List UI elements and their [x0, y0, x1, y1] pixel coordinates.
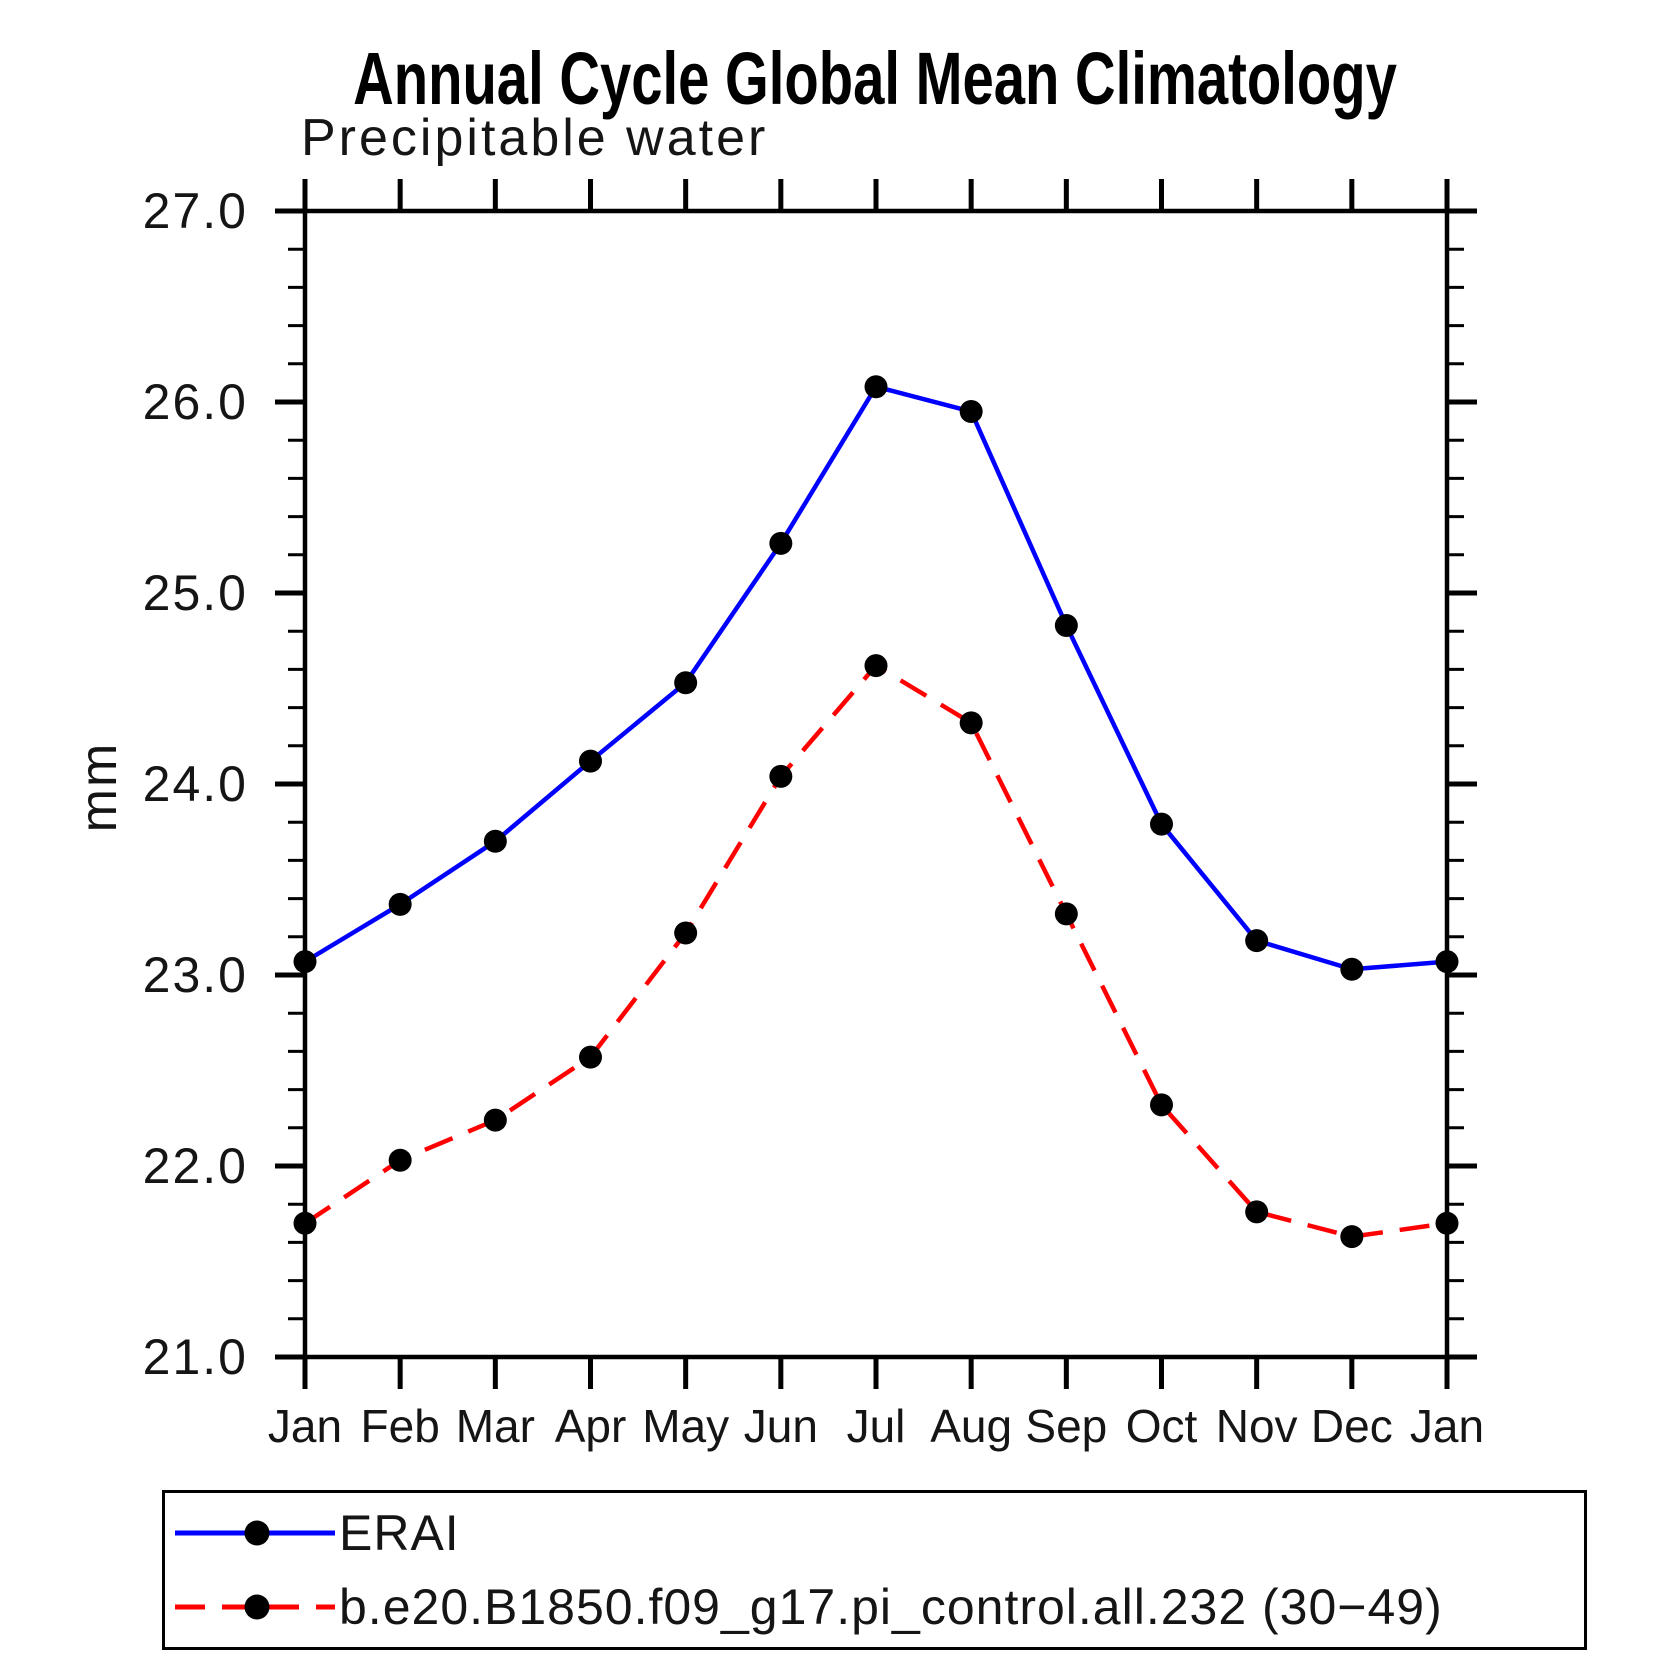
x-tick-label: Jan — [1410, 1400, 1484, 1452]
y-tick-label: 24.0 — [143, 756, 248, 812]
legend-line-sample-model — [175, 1594, 335, 1620]
x-tick-label: Aug — [930, 1400, 1012, 1452]
data-point-series0-Nov — [1245, 929, 1269, 953]
data-point-series1-Apr — [579, 1045, 602, 1069]
y-tick-label: 25.0 — [143, 565, 248, 621]
legend-label-erai: ERAI — [339, 1505, 460, 1561]
legend-entry-erai: ERAI — [165, 1499, 1584, 1567]
x-tick-label: Jan — [268, 1400, 342, 1452]
y-tick-label: 27.0 — [143, 183, 248, 239]
data-point-series1-Jan — [293, 1211, 317, 1235]
data-point-series0-Oct — [1150, 812, 1173, 836]
chart-subtitle: Precipitable water — [301, 109, 769, 167]
data-point-series1-Dec — [1340, 1225, 1364, 1249]
y-tick-label: 22.0 — [143, 1138, 248, 1194]
legend-label-model: b.e20.B1850.f09_g17.pi_control.all.232 (… — [339, 1579, 1443, 1635]
x-tick-label: Jun — [744, 1400, 818, 1452]
data-point-series0-May — [674, 671, 698, 695]
y-tick-label: 21.0 — [143, 1329, 248, 1385]
data-point-series0-Feb — [388, 892, 412, 916]
x-tick-label: Nov — [1216, 1400, 1298, 1452]
data-point-series0-Jan — [293, 950, 317, 974]
legend-entry-model: b.e20.B1850.f09_g17.pi_control.all.232 (… — [165, 1573, 1584, 1641]
series-line-1 — [303, 662, 1448, 1239]
data-point-series1-Jun — [769, 764, 793, 788]
legend-box: ERAI b.e20.B1850.f09_g17.pi_control.all.… — [162, 1490, 1587, 1650]
data-point-series1-Oct — [1150, 1093, 1173, 1117]
chart-title: Annual Cycle Global Mean Climatology — [353, 37, 1397, 120]
series-line-0 — [303, 384, 1448, 972]
data-point-series1-Feb — [388, 1148, 412, 1172]
data-point-series1-Nov — [1245, 1200, 1269, 1224]
x-tick-label: Jul — [847, 1400, 906, 1452]
data-point-series0-Jun — [769, 531, 793, 555]
data-point-series0-Dec — [1340, 957, 1364, 981]
data-point-series0-Mar — [483, 829, 507, 853]
data-point-series0-Jul — [864, 375, 888, 399]
data-point-series0-Jan — [1435, 950, 1459, 974]
x-tick-label: Sep — [1025, 1400, 1107, 1452]
data-point-series1-Aug — [959, 711, 983, 735]
data-point-series1-Mar — [483, 1108, 507, 1132]
data-point-series0-Sep — [1054, 613, 1078, 637]
data-point-series1-May — [674, 921, 698, 945]
x-tick-label: Apr — [555, 1400, 627, 1452]
data-point-series0-Apr — [579, 749, 602, 773]
x-tick-label: Dec — [1311, 1400, 1393, 1452]
x-tick-label: Mar — [456, 1400, 535, 1452]
data-point-series0-Aug — [959, 400, 983, 424]
y-tick-label: 23.0 — [143, 947, 248, 1003]
x-tick-label: May — [642, 1400, 729, 1452]
legend-line-sample-erai — [175, 1520, 335, 1546]
x-tick-label: Oct — [1126, 1400, 1198, 1452]
data-point-series1-Jan — [1435, 1211, 1459, 1235]
data-point-series1-Sep — [1054, 902, 1078, 926]
x-tick-label: Feb — [361, 1400, 440, 1452]
y-tick-label: 26.0 — [143, 374, 248, 430]
data-point-series1-Jul — [864, 654, 888, 678]
